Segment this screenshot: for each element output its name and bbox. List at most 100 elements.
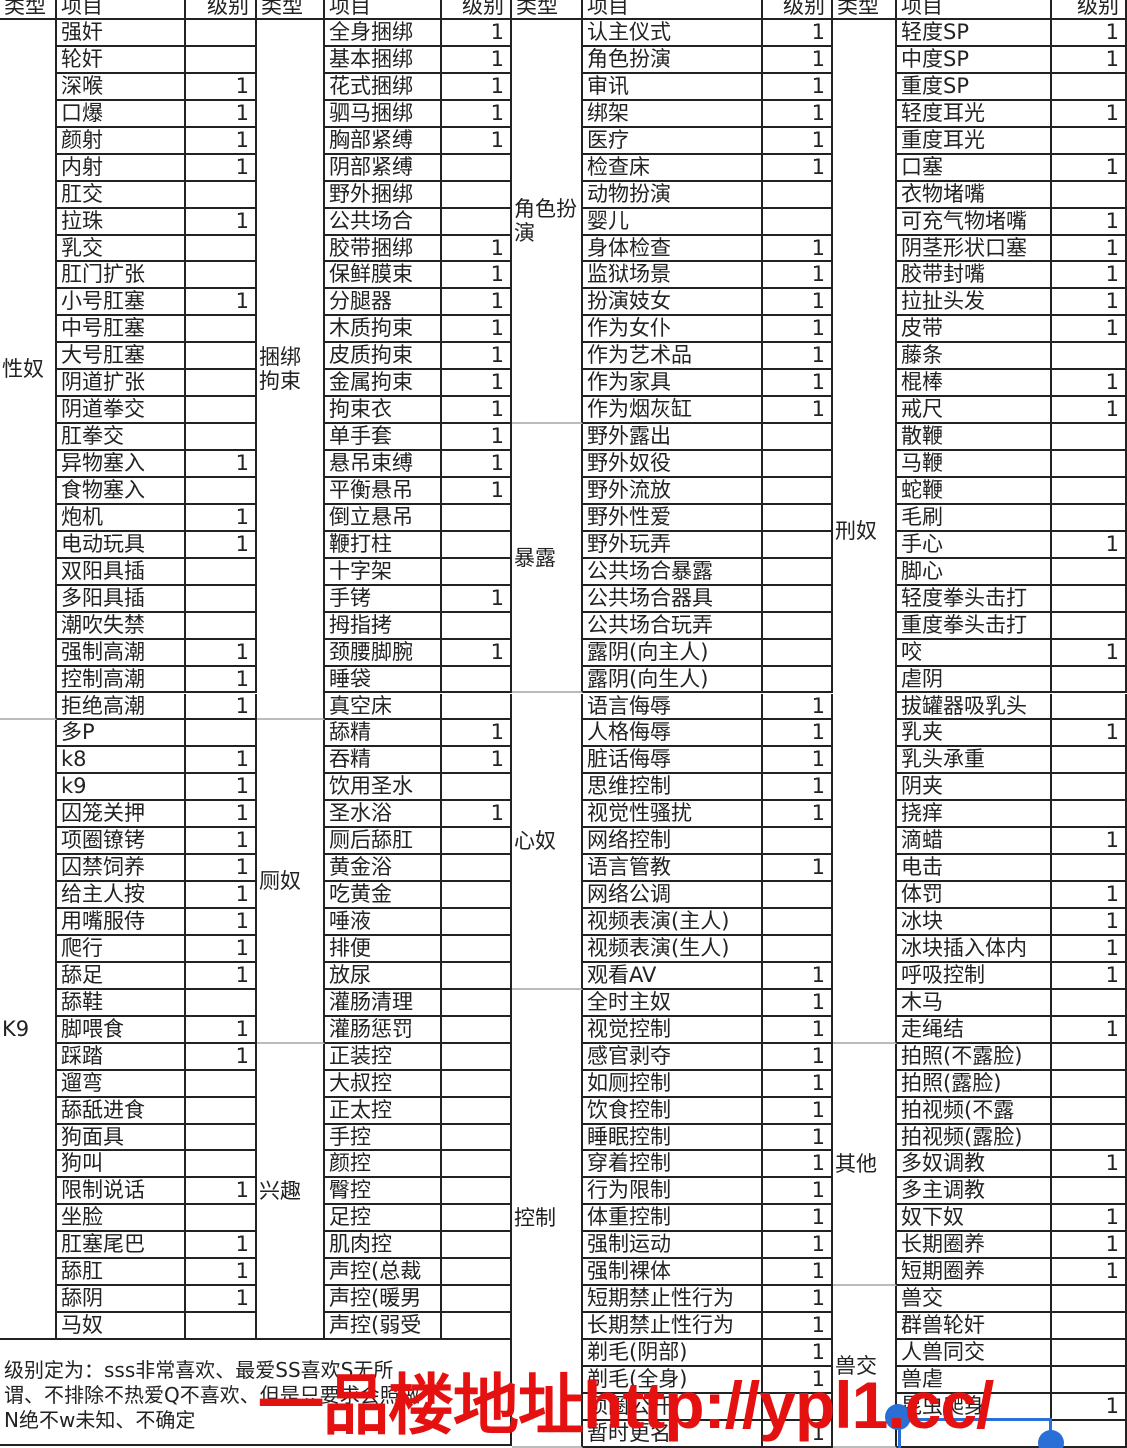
level-cell[interactable]: 1	[763, 235, 833, 263]
level-cell[interactable]: 1	[763, 1124, 833, 1152]
item-cell[interactable]: 放尿	[325, 962, 442, 990]
item-cell[interactable]: 十字架	[325, 558, 442, 586]
level-cell[interactable]	[763, 477, 833, 505]
item-cell[interactable]: k8	[57, 747, 186, 775]
item-cell[interactable]: 重度SP	[897, 73, 1052, 101]
level-cell[interactable]	[1052, 774, 1127, 802]
item-cell[interactable]: 穿着控制	[583, 1151, 763, 1179]
level-cell[interactable]: 1	[763, 262, 833, 290]
level-cell[interactable]: 1	[186, 774, 257, 802]
level-cell[interactable]	[186, 397, 257, 425]
item-cell[interactable]: 圣水浴	[325, 801, 442, 829]
level-cell[interactable]: 1	[442, 343, 512, 371]
item-cell[interactable]: 脚喂食	[57, 1016, 186, 1044]
item-cell[interactable]: 基本捆绑	[325, 46, 442, 74]
item-cell[interactable]: 审讯	[583, 73, 763, 101]
item-cell[interactable]: 拘束衣	[325, 397, 442, 425]
level-cell[interactable]	[1052, 1178, 1127, 1206]
item-cell[interactable]: 胶带捆绑	[325, 235, 442, 263]
item-cell[interactable]: 露阴(向生人)	[583, 666, 763, 694]
level-cell[interactable]: 1	[442, 801, 512, 829]
item-cell[interactable]: 轻度拳头击打	[897, 585, 1052, 613]
item-cell[interactable]: 手铐	[325, 585, 442, 613]
item-cell[interactable]: 给主人按	[57, 882, 186, 910]
level-cell[interactable]: 1	[763, 289, 833, 317]
level-cell[interactable]: 1	[763, 100, 833, 128]
level-cell[interactable]	[763, 612, 833, 640]
item-cell[interactable]: 扮演妓女	[583, 289, 763, 317]
item-cell[interactable]: 项圈公开	[583, 1393, 763, 1421]
item-cell[interactable]: 散鞭	[897, 424, 1052, 452]
item-cell[interactable]: 野外流放	[583, 477, 763, 505]
level-cell[interactable]: 1	[763, 1232, 833, 1260]
item-cell[interactable]: 多P	[57, 720, 186, 748]
item-cell[interactable]: 饮食控制	[583, 1097, 763, 1125]
item-cell[interactable]: 舔足	[57, 962, 186, 990]
item-cell[interactable]: 异物塞入	[57, 451, 186, 478]
level-cell[interactable]	[186, 558, 257, 586]
level-cell[interactable]	[186, 46, 257, 74]
item-cell[interactable]: 视觉性骚扰	[583, 801, 763, 829]
level-cell[interactable]: 1	[1052, 208, 1127, 236]
item-cell[interactable]: 舔精	[325, 720, 442, 748]
level-cell[interactable]	[1052, 181, 1127, 209]
item-cell[interactable]: 暂时更名	[583, 1420, 763, 1448]
level-cell[interactable]: 1	[186, 451, 257, 478]
item-cell[interactable]: 脏话侮辱	[583, 747, 763, 775]
item-cell[interactable]: 戒尺	[897, 397, 1052, 425]
item-cell[interactable]: 正太控	[325, 1097, 442, 1125]
item-cell[interactable]: 全时主奴	[583, 989, 763, 1017]
item-cell[interactable]: 蛇鞭	[897, 477, 1052, 505]
level-cell[interactable]: 1	[1052, 20, 1127, 47]
level-cell[interactable]	[1052, 1367, 1127, 1394]
level-cell[interactable]: 1	[442, 262, 512, 290]
item-cell[interactable]: 大叔控	[325, 1070, 442, 1098]
item-cell[interactable]: 冰块插入体内	[897, 935, 1052, 963]
item-cell[interactable]: 胶带封嘴	[897, 262, 1052, 290]
item-cell[interactable]: 思维控制	[583, 774, 763, 802]
item-cell[interactable]: 公共场合	[325, 208, 442, 236]
item-cell[interactable]: 手控	[325, 1124, 442, 1152]
item-cell[interactable]: 乳交	[57, 235, 186, 263]
item-cell[interactable]: 藤条	[897, 343, 1052, 371]
item-cell[interactable]: 作为艺术品	[583, 343, 763, 371]
level-cell[interactable]	[763, 558, 833, 586]
level-cell[interactable]	[442, 989, 512, 1017]
item-cell[interactable]: 棍棒	[897, 370, 1052, 398]
item-cell[interactable]: 舔舐进食	[57, 1097, 186, 1125]
level-cell[interactable]: 1	[763, 154, 833, 182]
level-cell[interactable]	[186, 424, 257, 452]
level-cell[interactable]	[442, 882, 512, 910]
item-cell[interactable]: 视频表演(主人)	[583, 909, 763, 936]
item-cell[interactable]: 公共场合暴露	[583, 558, 763, 586]
level-cell[interactable]	[1052, 127, 1127, 155]
item-cell[interactable]: 狗面具	[57, 1124, 186, 1152]
item-cell[interactable]: 臀控	[325, 1178, 442, 1206]
level-cell[interactable]	[1052, 1097, 1127, 1125]
level-cell[interactable]	[1052, 1070, 1127, 1098]
item-cell[interactable]: 肛塞尾巴	[57, 1232, 186, 1260]
item-cell[interactable]: 短期禁止性行为	[583, 1286, 763, 1314]
level-cell[interactable]: 1	[763, 774, 833, 802]
level-cell[interactable]: 1	[442, 20, 512, 47]
level-cell[interactable]: 1	[186, 1232, 257, 1260]
level-cell[interactable]: 1	[1052, 828, 1127, 856]
level-cell[interactable]: 1	[1052, 962, 1127, 990]
level-cell[interactable]	[1052, 1420, 1127, 1448]
level-cell[interactable]	[186, 1097, 257, 1125]
level-cell[interactable]: 1	[186, 935, 257, 963]
level-cell[interactable]: 1	[763, 720, 833, 748]
level-cell[interactable]	[1052, 558, 1127, 586]
level-cell[interactable]: 1	[763, 1259, 833, 1287]
level-cell[interactable]: 1	[763, 1205, 833, 1233]
level-cell[interactable]: 1	[763, 1367, 833, 1394]
level-cell[interactable]: 1	[763, 316, 833, 344]
level-cell[interactable]	[1052, 1043, 1127, 1071]
level-cell[interactable]: 1	[763, 1043, 833, 1071]
item-cell[interactable]: 声控(总裁	[325, 1259, 442, 1287]
item-cell[interactable]: 皮质拘束	[325, 343, 442, 371]
level-cell[interactable]: 1	[1052, 1016, 1127, 1044]
level-cell[interactable]: 1	[1052, 639, 1127, 667]
item-cell[interactable]: 长期圈养	[897, 1232, 1052, 1260]
level-cell[interactable]: 1	[763, 127, 833, 155]
